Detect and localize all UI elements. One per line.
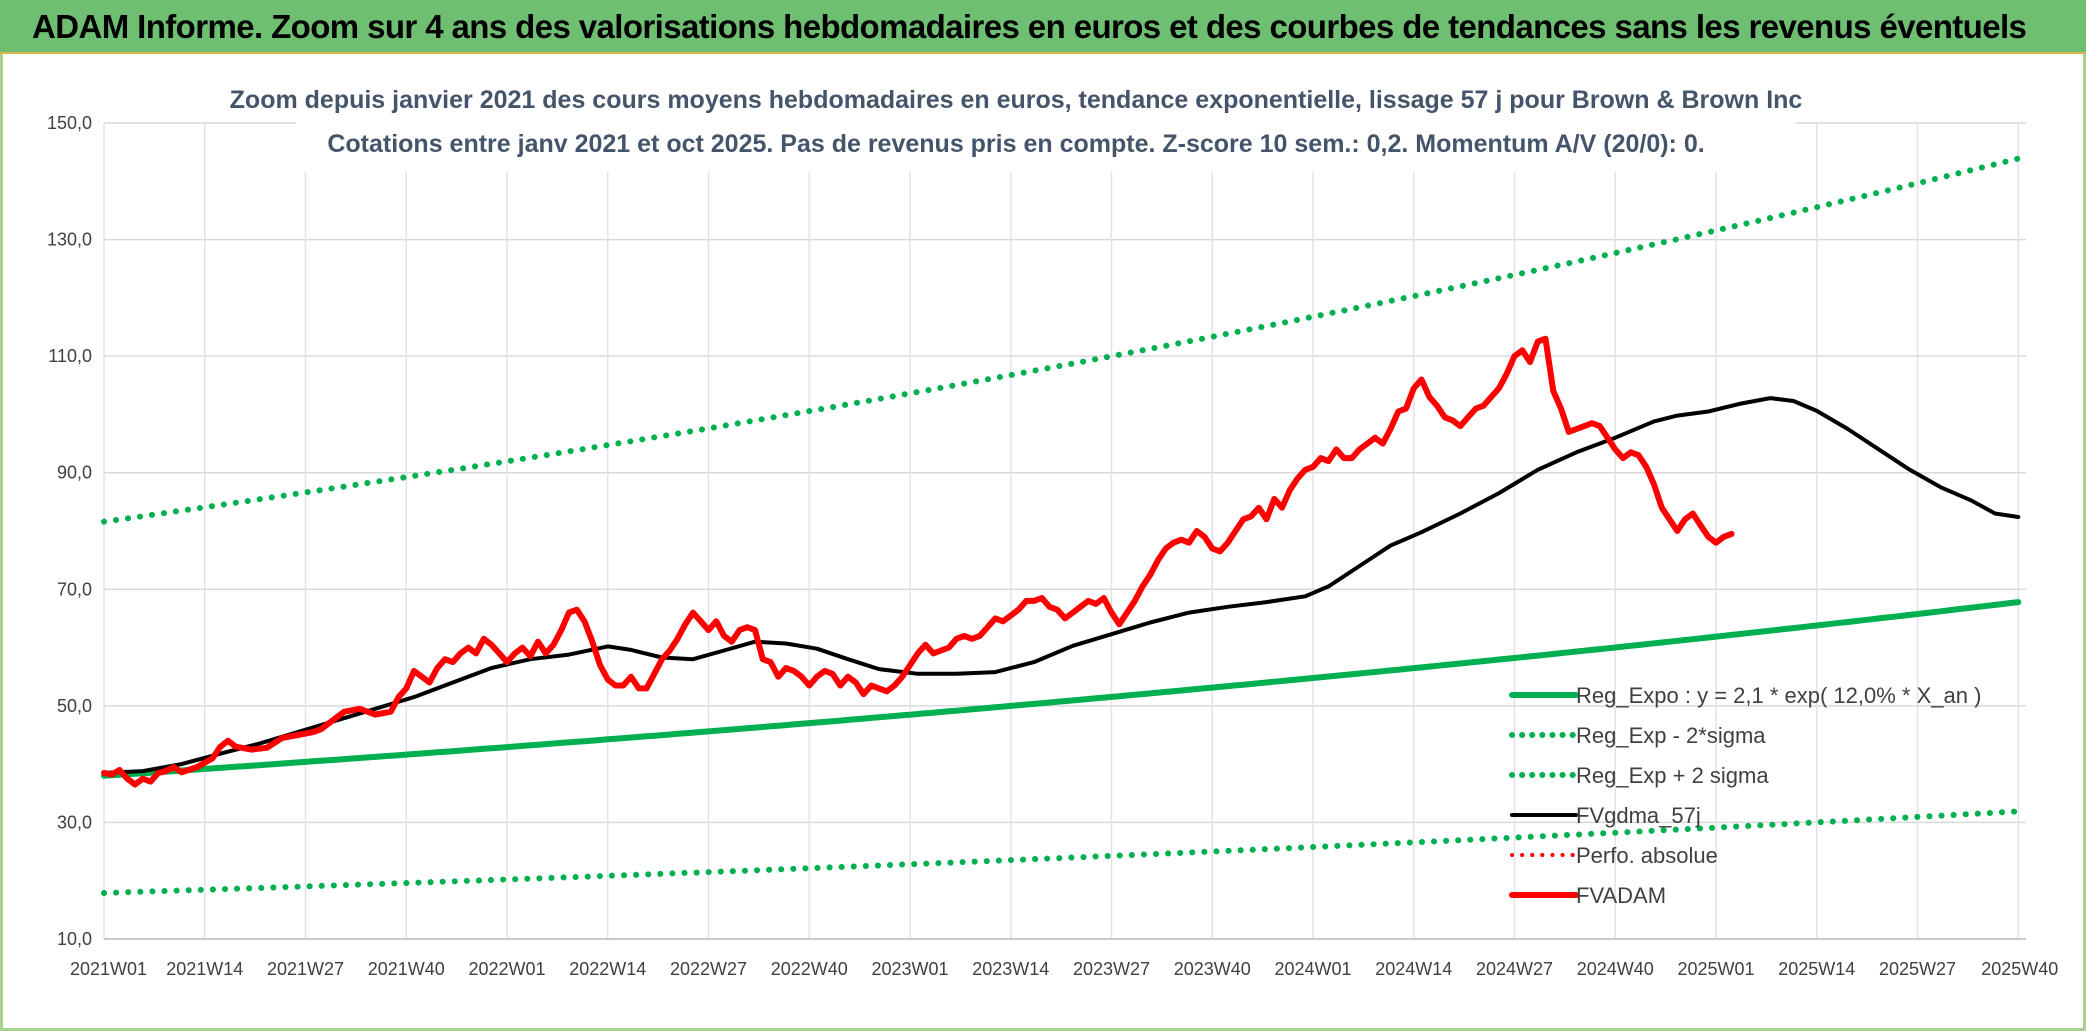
x-tick-label: 2025W14 (1778, 959, 1855, 979)
y-tick-label: 130,0 (47, 230, 92, 250)
x-tick-label: 2022W14 (569, 959, 646, 979)
x-tick-label: 2023W40 (1174, 959, 1251, 979)
x-tick-label: 2023W27 (1073, 959, 1150, 979)
legend-label: Reg_Exp - 2*sigma (1576, 723, 1766, 748)
x-tick-label: 2023W01 (871, 959, 948, 979)
x-tick-label: 2024W40 (1577, 959, 1654, 979)
series-line-5 (101, 335, 1735, 788)
title-banner: ADAM Informe. Zoom sur 4 ans des valoris… (0, 0, 2086, 54)
gridlines (103, 122, 2026, 940)
x-tick-label: 2021W27 (267, 959, 344, 979)
x-tick-label: 2022W01 (468, 959, 545, 979)
x-tick-label: 2022W27 (670, 959, 747, 979)
x-tick-label: 2024W01 (1274, 959, 1351, 979)
series-group (101, 155, 2022, 896)
chart-title-line-2: Cotations entre janv 2021 et oct 2025. P… (327, 130, 1704, 158)
x-tick-label: 2021W01 (70, 959, 147, 979)
legend-label: FVgdma_57j (1576, 803, 1701, 828)
report-title: ADAM Informe. Zoom sur 4 ans des valoris… (32, 8, 2027, 45)
y-tick-label: 90,0 (57, 463, 92, 483)
x-tick-label: 2025W40 (1981, 959, 2058, 979)
series-line-0 (101, 599, 2022, 779)
x-tick-label: 2021W40 (368, 959, 445, 979)
legend-label: Perfo. absolue (1576, 843, 1718, 868)
series-line-1 (101, 808, 2022, 896)
legend-label: FVADAM (1576, 883, 1666, 908)
x-tick-label: 2025W27 (1879, 959, 1956, 979)
legend-label: Reg_Expo : y = 2,1 * exp( 12,0% * X_an ) (1576, 683, 1981, 708)
legend: Reg_Expo : y = 2,1 * exp( 12,0% * X_an )… (1509, 683, 1981, 908)
x-axis-ticks: 2021W01 2021W14 2021W27 2021W40 2022W01 2022W… (70, 959, 2058, 979)
x-tick-label: 2024W14 (1375, 959, 1452, 979)
y-tick-label: 10,0 (57, 929, 92, 949)
y-tick-label: 150,0 (47, 113, 92, 133)
legend-label: Reg_Exp + 2 sigma (1576, 763, 1769, 788)
y-tick-label: 30,0 (57, 812, 92, 832)
chart-title-line-1: Zoom depuis janvier 2021 des cours moyen… (230, 86, 1803, 114)
x-tick-label: 2023W14 (972, 959, 1049, 979)
y-axis-ticks: 10,0 30,0 50,0 70,0 90,0 110,0 130,0 150,0 (47, 113, 92, 949)
y-tick-label: 50,0 (57, 696, 92, 716)
x-tick-label: 2025W01 (1677, 959, 1754, 979)
series-line-3 (102, 396, 2021, 775)
chart-title-background (296, 80, 1796, 172)
x-tick-label: 2022W40 (771, 959, 848, 979)
x-tick-label: 2024W27 (1476, 959, 1553, 979)
series-line-2 (101, 155, 2022, 525)
y-tick-label: 70,0 (57, 579, 92, 599)
y-tick-label: 110,0 (48, 346, 92, 366)
x-tick-label: 2021W14 (166, 959, 243, 979)
